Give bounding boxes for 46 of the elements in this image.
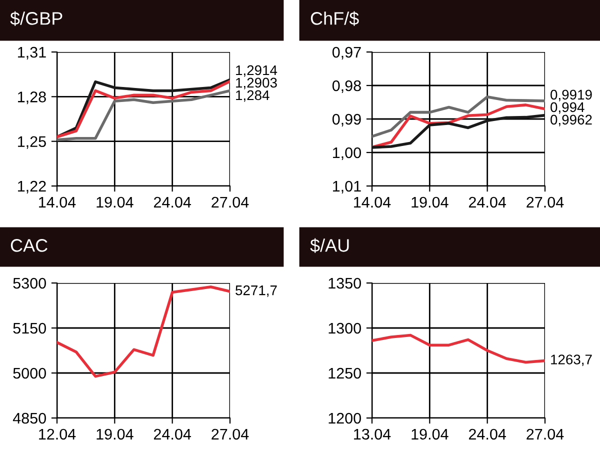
y-tick-label: 1,31 bbox=[18, 46, 46, 60]
line-series bbox=[372, 334, 545, 364]
text: 0,9919 bbox=[550, 90, 592, 102]
text: 1,2903 bbox=[236, 78, 277, 90]
x-tick-label: 19.04 bbox=[96, 196, 134, 208]
chart-title: CAC bbox=[10, 239, 48, 252]
x-tick-label: 24.04 bbox=[154, 196, 192, 208]
x-tick-label: 19.04 bbox=[96, 428, 134, 440]
text: 0,9962 bbox=[550, 114, 592, 126]
y-tick-label: 1,28 bbox=[18, 92, 46, 104]
text: 1,2914 bbox=[236, 65, 278, 77]
y-tick-label: 4850 bbox=[12, 412, 46, 424]
x-tick-label: 14.04 bbox=[39, 196, 76, 208]
x-tick-label: 27.04 bbox=[212, 196, 249, 208]
y-tick-label: 1200 bbox=[328, 412, 361, 424]
text: 1,284 bbox=[236, 90, 270, 102]
chart-title: $/AU bbox=[310, 238, 349, 253]
y-tick-label: 1,00 bbox=[333, 147, 361, 160]
y-tick-label: 5000 bbox=[13, 368, 46, 379]
x-tick-label: 24.04 bbox=[468, 196, 506, 208]
y-tick-label: 1,22 bbox=[18, 180, 46, 194]
y-tick-label: 1350 bbox=[328, 278, 361, 289]
x-tick-label: 24.04 bbox=[468, 428, 506, 440]
text: 1263,7 bbox=[551, 354, 592, 366]
x-tick-label: 27.04 bbox=[526, 428, 564, 440]
x-tick-label: 19.04 bbox=[412, 196, 448, 208]
x-tick-label: 19.04 bbox=[412, 428, 448, 440]
y-tick-label: 1300 bbox=[328, 322, 361, 334]
y-tick-label: 5150 bbox=[13, 322, 46, 334]
chart-title: $/GBP bbox=[10, 11, 62, 26]
x-tick-label: 27.04 bbox=[212, 428, 249, 440]
chart-title: ChF/$ bbox=[310, 11, 359, 26]
y-tick-label: 0,97 bbox=[332, 46, 361, 60]
y-tick-label: 1,25 bbox=[18, 136, 46, 149]
y-tick-label: 5300 bbox=[13, 278, 46, 289]
y-tick-label: 0,98 bbox=[332, 80, 361, 93]
y-tick-label: 0,99 bbox=[332, 114, 361, 126]
text: 0,994 bbox=[550, 102, 584, 114]
x-tick-label: 13.04 bbox=[354, 428, 391, 440]
x-tick-label: 27.04 bbox=[526, 196, 564, 208]
x-tick-label: 24.04 bbox=[154, 428, 192, 440]
x-tick-label: 12.04 bbox=[39, 428, 76, 440]
y-tick-label: 1,01 bbox=[333, 180, 361, 194]
y-tick-label: 1250 bbox=[328, 368, 361, 379]
x-tick-label: 14.04 bbox=[354, 196, 391, 208]
text: 5271,7 bbox=[236, 285, 277, 297]
